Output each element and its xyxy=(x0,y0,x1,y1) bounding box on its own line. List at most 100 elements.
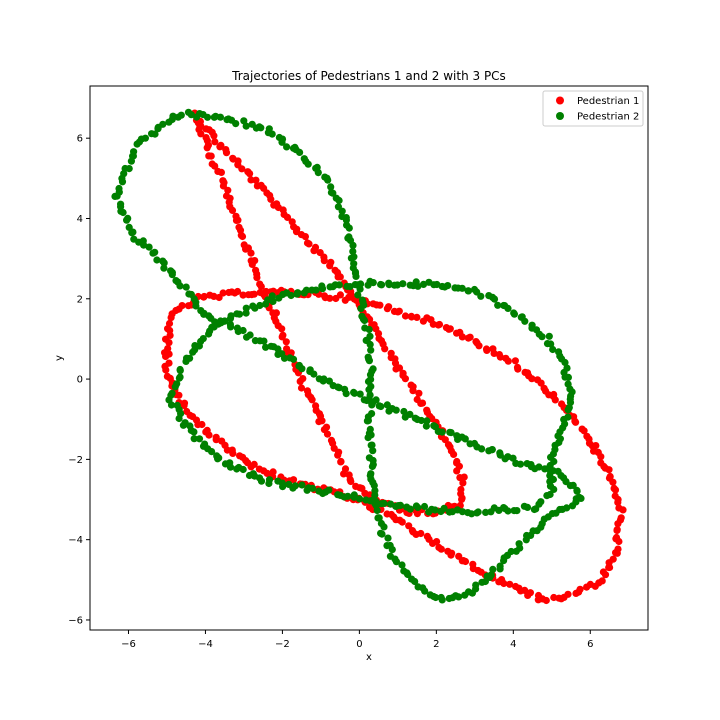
y-tick-label: −6 xyxy=(68,615,83,626)
scatter-point-pedestrian-2 xyxy=(378,530,386,538)
scatter-point-pedestrian-2 xyxy=(356,390,364,398)
scatter-point-pedestrian-2 xyxy=(220,317,228,325)
scatter-point-pedestrian-2 xyxy=(419,280,428,288)
scatter-point-pedestrian-2 xyxy=(412,502,420,510)
scatter-point-pedestrian-2 xyxy=(473,509,481,517)
scatter-point-pedestrian-1 xyxy=(401,375,409,383)
scatter-point-pedestrian-1 xyxy=(183,407,191,416)
scatter-point-pedestrian-1 xyxy=(506,580,514,588)
x-axis: −6 −4 −2 0 2 4 6 xyxy=(121,630,593,650)
scatter-point-pedestrian-1 xyxy=(239,291,247,299)
scatter-point-pedestrian-1 xyxy=(435,320,444,329)
scatter-point-pedestrian-1 xyxy=(211,138,219,146)
scatter-point-pedestrian-2 xyxy=(130,148,138,156)
y-tick-label: 4 xyxy=(77,214,83,225)
scatter-point-pedestrian-2 xyxy=(350,388,358,396)
scatter-point-pedestrian-2 xyxy=(445,508,454,516)
scatter-point-pedestrian-2 xyxy=(464,287,473,295)
scatter-point-pedestrian-2 xyxy=(349,241,357,249)
scatter-point-pedestrian-2 xyxy=(356,495,364,503)
scatter-point-pedestrian-1 xyxy=(475,342,483,350)
scatter-point-pedestrian-1 xyxy=(180,399,189,407)
scatter-point-pedestrian-2 xyxy=(383,401,391,409)
scatter-point-pedestrian-2 xyxy=(287,291,295,300)
scatter-point-pedestrian-2 xyxy=(286,354,294,362)
scatter-point-pedestrian-2 xyxy=(504,304,512,312)
scatter-point-pedestrian-2 xyxy=(153,256,161,264)
scatter-point-pedestrian-1 xyxy=(455,552,463,560)
scatter-point-pedestrian-2 xyxy=(160,264,168,272)
scatter-point-pedestrian-1 xyxy=(164,345,172,353)
scatter-point-pedestrian-1 xyxy=(444,547,452,555)
scatter-point-pedestrian-1 xyxy=(458,333,466,341)
scatter-point-pedestrian-2 xyxy=(185,290,193,298)
scatter-point-pedestrian-2 xyxy=(510,310,518,318)
scatter-point-pedestrian-1 xyxy=(401,312,410,320)
scatter-point-pedestrian-2 xyxy=(411,414,419,422)
data-points xyxy=(111,108,627,605)
scatter-point-pedestrian-2 xyxy=(267,342,275,350)
scatter-point-pedestrian-2 xyxy=(296,148,304,156)
scatter-point-pedestrian-2 xyxy=(380,523,388,531)
scatter-point-pedestrian-2 xyxy=(367,346,375,354)
scatter-point-pedestrian-2 xyxy=(159,120,167,128)
scatter-point-pedestrian-1 xyxy=(423,532,431,541)
scatter-point-pedestrian-2 xyxy=(398,561,406,569)
scatter-point-pedestrian-2 xyxy=(477,292,485,300)
scatter-point-pedestrian-2 xyxy=(393,281,401,289)
scatter-point-pedestrian-2 xyxy=(201,440,209,448)
y-tick-label: 2 xyxy=(77,294,83,305)
scatter-point-pedestrian-2 xyxy=(538,333,546,341)
scatter-point-pedestrian-2 xyxy=(335,196,343,205)
scatter-point-pedestrian-1 xyxy=(165,359,173,367)
scatter-point-pedestrian-2 xyxy=(561,358,569,367)
scatter-point-pedestrian-2 xyxy=(251,337,259,345)
scatter-point-pedestrian-1 xyxy=(269,309,277,317)
scatter-point-pedestrian-1 xyxy=(619,506,627,514)
scatter-point-pedestrian-1 xyxy=(537,379,545,387)
scatter-point-pedestrian-2 xyxy=(401,413,409,421)
scatter-point-pedestrian-2 xyxy=(510,507,518,515)
scatter-point-pedestrian-2 xyxy=(190,435,198,443)
scatter-point-pedestrian-1 xyxy=(219,289,227,297)
scatter-point-pedestrian-1 xyxy=(163,372,171,380)
scatter-point-pedestrian-2 xyxy=(414,282,422,290)
scatter-point-pedestrian-1 xyxy=(236,452,244,460)
scatter-point-pedestrian-2 xyxy=(365,325,373,334)
scatter-point-pedestrian-2 xyxy=(400,407,408,416)
scatter-point-pedestrian-2 xyxy=(168,389,176,397)
scatter-point-pedestrian-2 xyxy=(167,267,175,275)
scatter-point-pedestrian-1 xyxy=(459,479,467,487)
scatter-point-pedestrian-2 xyxy=(302,286,311,294)
scatter-point-pedestrian-1 xyxy=(405,522,413,530)
scatter-point-pedestrian-1 xyxy=(299,375,307,383)
scatter-point-pedestrian-2 xyxy=(453,432,461,440)
scatter-point-pedestrian-2 xyxy=(186,354,194,362)
scatter-point-pedestrian-1 xyxy=(583,583,591,591)
scatter-point-pedestrian-2 xyxy=(232,120,240,128)
scatter-point-pedestrian-2 xyxy=(347,254,355,262)
scatter-point-pedestrian-2 xyxy=(523,460,531,468)
scatter-point-pedestrian-2 xyxy=(304,160,312,168)
scatter-point-pedestrian-2 xyxy=(115,184,123,193)
x-tick-label: 6 xyxy=(587,639,593,650)
scatter-point-pedestrian-2 xyxy=(368,399,377,407)
scatter-point-pedestrian-2 xyxy=(303,486,311,494)
x-tick-label: −2 xyxy=(275,639,290,650)
scatter-point-pedestrian-1 xyxy=(165,319,174,328)
scatter-point-pedestrian-1 xyxy=(222,192,231,200)
scatter-point-pedestrian-2 xyxy=(335,281,343,289)
scatter-point-pedestrian-1 xyxy=(315,418,323,426)
scatter-point-pedestrian-1 xyxy=(210,132,218,140)
x-tick-label: −4 xyxy=(198,639,213,650)
legend-marker-pedestrian-1 xyxy=(556,96,564,105)
scatter-point-pedestrian-1 xyxy=(385,303,393,311)
scatter-point-pedestrian-2 xyxy=(423,417,431,425)
scatter-point-pedestrian-2 xyxy=(392,558,400,566)
scatter-point-pedestrian-2 xyxy=(366,340,374,349)
scatter-point-pedestrian-2 xyxy=(472,581,480,589)
scatter-point-pedestrian-2 xyxy=(496,562,504,570)
scatter-point-pedestrian-2 xyxy=(375,402,383,410)
scatter-point-pedestrian-2 xyxy=(294,289,302,297)
legend-label-pedestrian-2: Pedestrian 2 xyxy=(577,112,639,123)
